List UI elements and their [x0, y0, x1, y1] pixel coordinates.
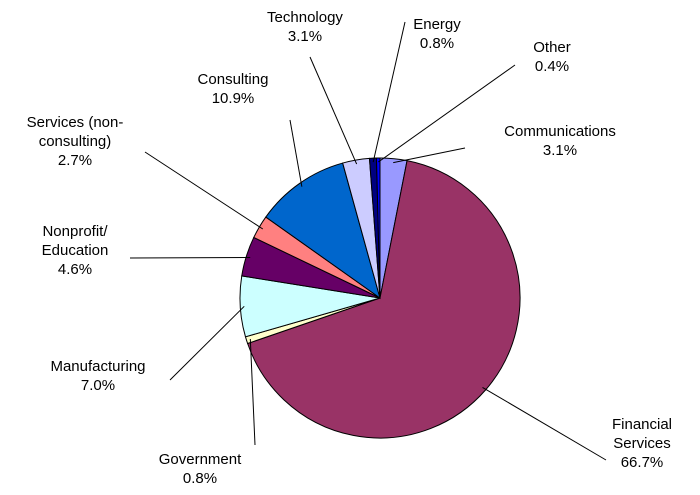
slice-label: Energy 0.8%: [397, 15, 477, 53]
category-label: Financial Services: [611, 416, 673, 452]
leader-line: [309, 56, 358, 165]
value-label: 0.8%: [182, 470, 218, 487]
value-label: 4.6%: [57, 261, 93, 278]
value-label: 0.4%: [534, 58, 570, 75]
leader-line: [482, 386, 607, 461]
value-label: 7.0%: [80, 377, 116, 394]
category-label: Consulting: [197, 71, 269, 88]
category-label: Nonprofit/ Education: [41, 223, 109, 259]
slice-label: Financial Services 66.7%: [602, 415, 682, 472]
pie-slice: [246, 160, 521, 439]
slice-label: Communications 3.1%: [475, 122, 645, 160]
value-label: 3.1%: [542, 142, 578, 159]
category-label: Other: [533, 39, 571, 56]
slice-label: Consulting 10.9%: [178, 70, 288, 108]
slice-label: Technology 3.1%: [250, 8, 360, 46]
category-label: Energy: [413, 16, 461, 33]
slice-label: Manufacturing 7.0%: [28, 357, 168, 395]
leader-line: [372, 21, 406, 163]
slice-label: Services (non-consulting) 2.7%: [13, 113, 138, 170]
pie-slice: [265, 162, 381, 300]
value-label: 66.7%: [620, 454, 664, 471]
category-label: Technology: [267, 9, 343, 26]
leader-line: [289, 119, 303, 187]
leader-line: [378, 64, 516, 163]
category-label: Manufacturing: [50, 358, 146, 375]
leader-line: [144, 151, 264, 230]
leader-line: [169, 305, 245, 381]
category-label: Government: [158, 451, 242, 468]
leader-line: [249, 338, 256, 446]
leader-line: [393, 147, 466, 164]
value-label: 10.9%: [211, 90, 255, 107]
value-label: 2.7%: [57, 152, 93, 169]
slice-label: Other 0.4%: [512, 38, 592, 76]
leader-line: [129, 256, 251, 259]
slice-label: Government 0.8%: [135, 450, 265, 488]
pie-slice: [375, 157, 381, 299]
value-label: 0.8%: [419, 35, 455, 52]
category-label: Services (non-consulting): [26, 114, 124, 150]
category-label: Communications: [504, 123, 616, 140]
slice-label: Nonprofit/ Education 4.6%: [23, 222, 128, 279]
value-label: 3.1%: [287, 28, 323, 45]
